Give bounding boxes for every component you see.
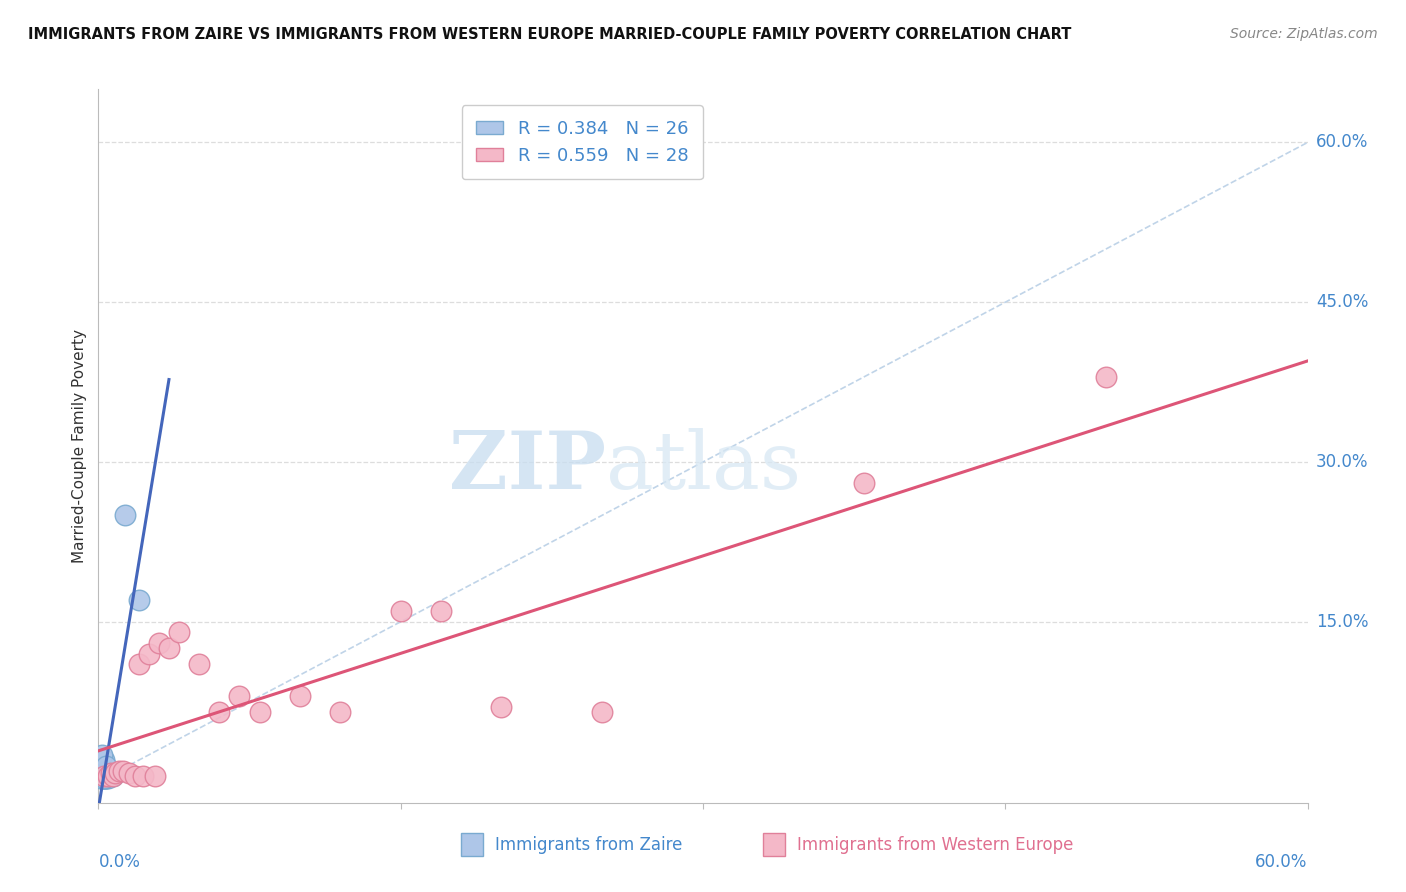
Point — [124, 769, 146, 783]
Point — [96, 772, 118, 786]
Point — [118, 766, 141, 780]
Text: Immigrants from Western Europe: Immigrants from Western Europe — [797, 836, 1074, 854]
Point — [91, 762, 114, 776]
Point — [96, 772, 118, 786]
Point — [132, 769, 155, 783]
Text: 30.0%: 30.0% — [1316, 453, 1368, 471]
Point — [430, 604, 453, 618]
Text: 15.0%: 15.0% — [1316, 613, 1368, 631]
Point — [89, 772, 111, 786]
Text: 60.0%: 60.0% — [1316, 134, 1368, 152]
Point — [208, 706, 231, 720]
Point — [249, 706, 271, 720]
Y-axis label: Married-Couple Family Poverty: Married-Couple Family Poverty — [72, 329, 87, 563]
Text: Immigrants from Zaire: Immigrants from Zaire — [495, 836, 682, 854]
Point — [91, 766, 114, 780]
Bar — [461, 833, 482, 856]
Point — [91, 772, 114, 786]
Text: atlas: atlas — [606, 428, 801, 507]
Point — [114, 508, 136, 523]
Point — [389, 604, 412, 618]
Bar — [763, 833, 785, 856]
Point — [1095, 369, 1118, 384]
Text: IMMIGRANTS FROM ZAIRE VS IMMIGRANTS FROM WESTERN EUROPE MARRIED-COUPLE FAMILY PO: IMMIGRANTS FROM ZAIRE VS IMMIGRANTS FROM… — [28, 27, 1071, 42]
Point — [128, 657, 150, 672]
Point — [329, 706, 352, 720]
Point — [93, 769, 115, 783]
Point — [96, 769, 118, 783]
Point — [148, 636, 170, 650]
Point — [288, 690, 311, 704]
Text: 45.0%: 45.0% — [1316, 293, 1368, 311]
Point — [93, 772, 115, 786]
Point — [93, 753, 115, 767]
Point — [491, 700, 513, 714]
Point — [97, 772, 120, 786]
Point — [101, 769, 124, 783]
Point — [101, 769, 124, 783]
Point — [93, 764, 115, 778]
Point — [591, 706, 613, 720]
Point — [89, 769, 111, 783]
Point — [143, 769, 166, 783]
Point — [188, 657, 211, 672]
Text: 0.0%: 0.0% — [98, 853, 141, 871]
Point — [97, 769, 120, 783]
Point — [167, 625, 190, 640]
Point — [100, 766, 122, 780]
Point — [103, 766, 125, 780]
Point — [853, 476, 876, 491]
Text: Source: ZipAtlas.com: Source: ZipAtlas.com — [1230, 27, 1378, 41]
Text: 60.0%: 60.0% — [1256, 853, 1308, 871]
Point — [91, 769, 114, 783]
Point — [128, 593, 150, 607]
Point — [228, 690, 250, 704]
Point — [93, 769, 115, 783]
Text: ZIP: ZIP — [450, 428, 606, 507]
Point — [96, 758, 118, 772]
Point — [97, 769, 120, 783]
Point — [93, 772, 115, 786]
Point — [91, 772, 114, 786]
Point — [93, 766, 115, 780]
Point — [93, 772, 115, 786]
Point — [89, 769, 111, 783]
Point — [107, 764, 129, 778]
Point — [100, 769, 122, 783]
Point — [111, 764, 134, 778]
Point — [157, 641, 180, 656]
Point — [138, 647, 160, 661]
Legend: R = 0.384   N = 26, R = 0.559   N = 28: R = 0.384 N = 26, R = 0.559 N = 28 — [461, 105, 703, 179]
Point — [91, 747, 114, 762]
